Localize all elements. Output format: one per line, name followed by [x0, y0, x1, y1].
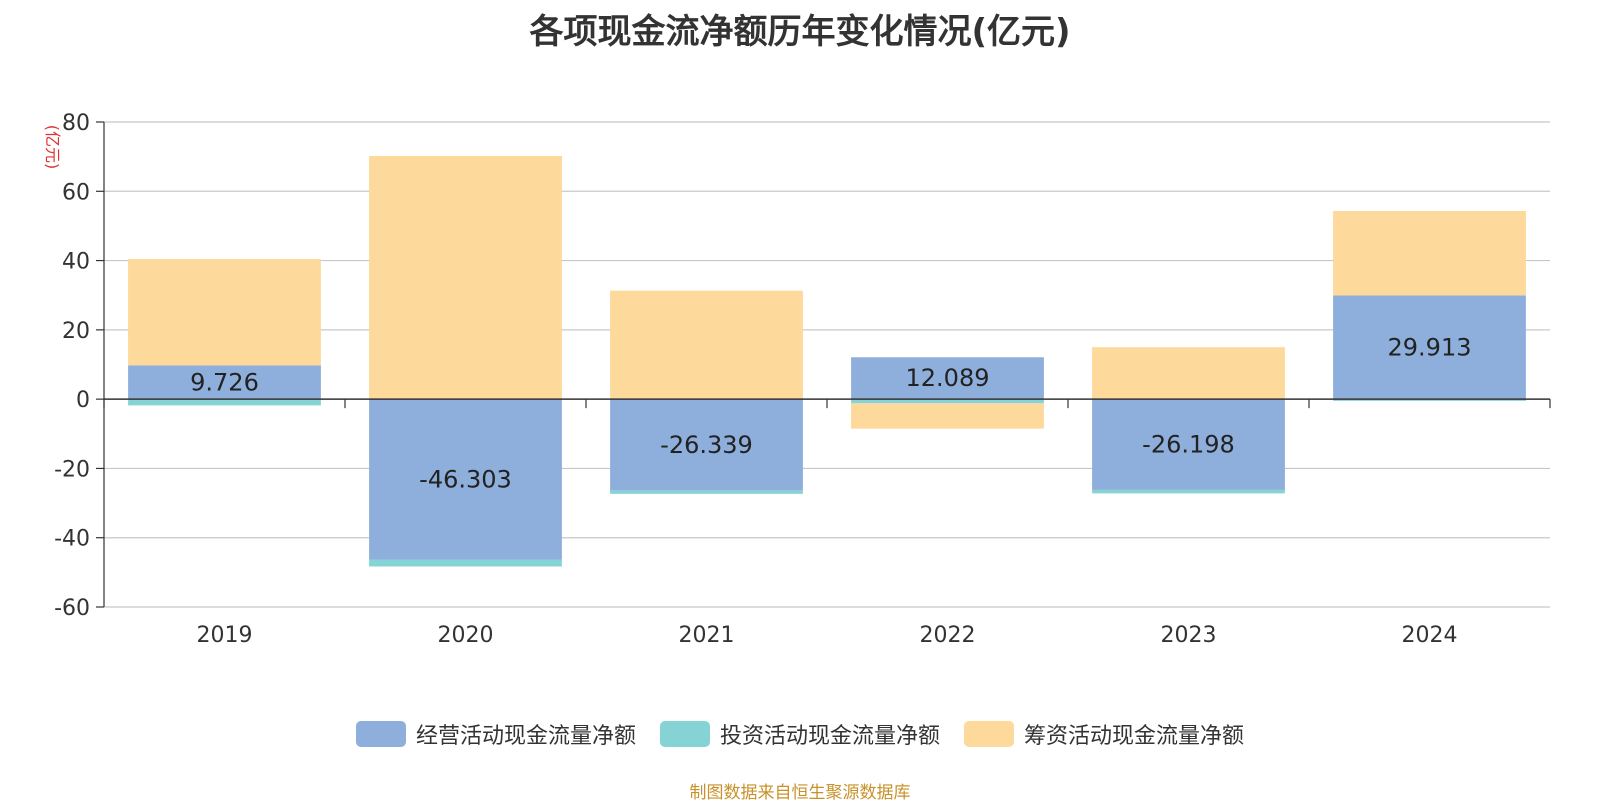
data-label-2020: -46.303 [419, 465, 512, 493]
grid-lines [104, 121, 1550, 608]
legend-swatch-operating [355, 721, 406, 747]
data-labels: 9.726 -46.303 -26.339 12.089 -26.198 29.913 [190, 333, 1471, 493]
bar-investing-2024[interactable] [1333, 399, 1526, 401]
bar-investing-2023[interactable] [1092, 489, 1285, 494]
legend-item-operating[interactable]: 经营活动现金流量净额 [355, 718, 636, 750]
y-tick-label: 20 [62, 319, 90, 344]
bar-financing-2022[interactable] [851, 403, 1044, 429]
legend-swatch-investing [659, 721, 710, 747]
y-tick-label: 80 [62, 111, 90, 136]
bar-operating-2021[interactable] [610, 399, 803, 491]
y-tick-label: -20 [54, 457, 90, 482]
x-tick-label: 2022 [920, 623, 976, 648]
bar-financing-2020[interactable] [369, 155, 562, 400]
data-label-2022: 12.089 [906, 364, 990, 392]
bar-financing-2023[interactable] [1092, 347, 1285, 400]
data-label-2024: 29.913 [1388, 333, 1472, 361]
bar-investing-2021[interactable] [610, 490, 803, 494]
x-tick-label: 2020 [438, 623, 494, 648]
legend-item-investing[interactable]: 投资活动现金流量净额 [659, 718, 940, 750]
bar-financing-2024[interactable] [1333, 210, 1526, 296]
bar-operating-2023[interactable] [1092, 399, 1285, 490]
data-label-2019: 9.726 [190, 368, 259, 396]
bar-investing-2020[interactable] [369, 559, 562, 567]
y-tick-label: 40 [62, 250, 90, 275]
y-tick-label: -40 [54, 527, 90, 552]
bar-operating-2022[interactable] [851, 357, 1044, 400]
y-tick-label: -60 [54, 596, 90, 621]
bars [128, 155, 1526, 567]
bar-financing-2021[interactable] [610, 290, 803, 400]
legend-label-operating: 经营活动现金流量净额 [415, 724, 636, 749]
x-tick-label: 2024 [1402, 623, 1458, 648]
legend-item-financing[interactable]: 筹资活动现金流量净额 [964, 718, 1244, 750]
x-tick-label: 2021 [679, 623, 735, 648]
chart-title: 各项现金流净额历年变化情况(亿元) [529, 12, 1071, 52]
axes: -60 -40 -20 0 20 40 60 80(亿元) 2019 2020 2021 2022 20… [43, 111, 1551, 648]
data-label-2023: -26.198 [1142, 431, 1235, 459]
bar-operating-2019[interactable] [128, 365, 321, 400]
bar-financing-2019[interactable] [128, 259, 321, 366]
y-axis-label: (亿元) [43, 125, 62, 170]
bar-operating-2020[interactable] [369, 399, 562, 560]
legend: 经营活动现金流量净额 投资活动现金流量净额 筹资活动现金流量净额 [0, 718, 1600, 750]
bar-investing-2019[interactable] [128, 399, 321, 406]
x-tick-label: 2023 [1161, 623, 1217, 648]
y-tick-label: 60 [62, 180, 90, 205]
bar-operating-2024[interactable] [1333, 295, 1526, 400]
bar-investing-2022[interactable] [851, 399, 1044, 404]
legend-label-financing: 筹资活动现金流量净额 [1024, 724, 1245, 749]
data-label-2021: -26.339 [660, 431, 753, 459]
x-tick-label: 2019 [197, 623, 253, 648]
legend-swatch-financing [964, 721, 1014, 747]
legend-label-investing: 投资活动现金流量净额 [719, 724, 940, 749]
source-note: 制图数据来自恒生聚源数据库 [689, 783, 911, 803]
y-tick-label: 0 [76, 388, 90, 413]
